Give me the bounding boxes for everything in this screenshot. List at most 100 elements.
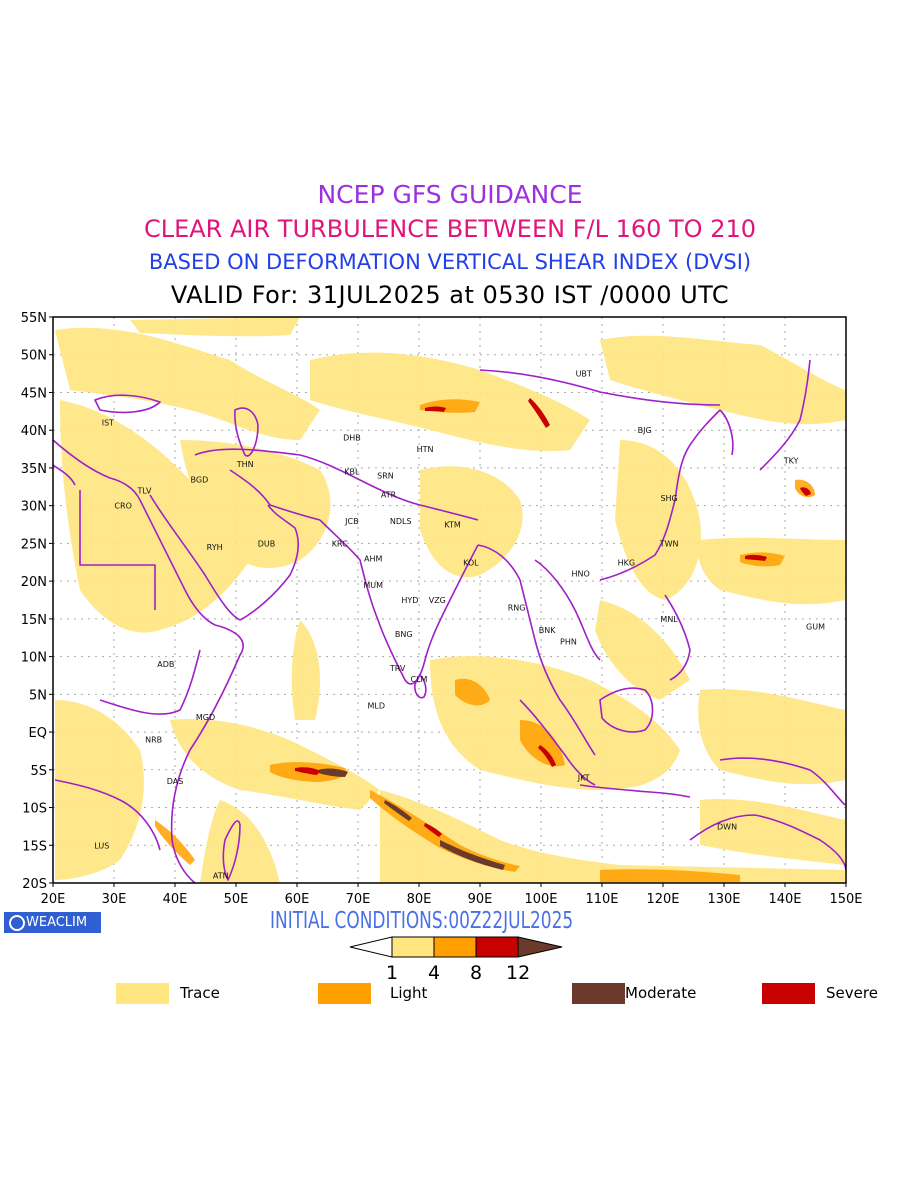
lat-label: 10S xyxy=(22,802,47,817)
station-label-trv: TRV xyxy=(389,664,406,673)
lat-label: 20N xyxy=(21,575,47,590)
colorbar-severe xyxy=(475,936,519,958)
legend-swatch-trace xyxy=(116,983,169,1004)
lat-label: EQ xyxy=(29,726,47,741)
lon-label: 140E xyxy=(768,892,801,907)
station-label-mld: MLD xyxy=(368,702,386,711)
station-label-rng: RNG xyxy=(508,604,526,613)
lat-label: 50N xyxy=(21,349,47,364)
lat-label: 15S xyxy=(22,839,47,854)
lon-label: 100E xyxy=(524,892,557,907)
colorbar xyxy=(349,936,563,958)
station-label-bnk: BNK xyxy=(539,626,556,635)
station-label-dub: DUB xyxy=(258,539,276,548)
station-label-shg: SHG xyxy=(660,494,677,503)
station-label-ubt: UBT xyxy=(576,370,592,379)
lat-label: 5S xyxy=(30,764,47,779)
station-label-hno: HNO xyxy=(572,570,590,579)
legend-label-trace: Trace xyxy=(180,984,220,1002)
lat-label: 45N xyxy=(21,386,47,401)
colorbar-low-arrow xyxy=(349,936,393,958)
colorbar-label-12: 12 xyxy=(506,962,531,984)
station-label-dwn: DWN xyxy=(717,822,737,831)
colorbar-label-4: 4 xyxy=(428,962,441,984)
station-label-tky: TKY xyxy=(783,456,799,465)
legend-label-severe: Severe xyxy=(826,984,878,1002)
logo-text: WEACLIM xyxy=(26,915,88,930)
station-label-ahm: AHM xyxy=(364,554,382,563)
coastlines xyxy=(53,359,846,883)
station-label-das: DAS xyxy=(167,777,184,786)
lon-label: 80E xyxy=(407,892,432,907)
legend-swatch-severe xyxy=(762,983,815,1004)
lat-label: 10N xyxy=(21,651,47,666)
station-label-ktm: KTM xyxy=(444,521,461,530)
station-label-ndls: NDLS xyxy=(390,517,412,526)
legend-label-moderate: Moderate xyxy=(625,984,697,1002)
station-labels: IST TLV CRO BGD THN RYH DUB ADB MGD NRB DAS LUS ATN D… xyxy=(94,370,825,881)
lon-label: 150E xyxy=(829,892,862,907)
station-label-bgd: BGD xyxy=(191,475,209,484)
station-label-jcb: JCB xyxy=(344,517,358,526)
station-label-phn: PHN xyxy=(560,638,577,647)
lat-label: 30N xyxy=(21,500,47,515)
colorbar-label-8: 8 xyxy=(470,962,483,984)
lat-label: 15N xyxy=(21,613,47,628)
station-label-kbl: KBL xyxy=(344,468,360,477)
lat-label: 40N xyxy=(21,424,47,439)
initial-conditions: INITIAL CONDITIONS:00Z22JUL2025 xyxy=(270,908,574,934)
station-label-tlv: TLV xyxy=(137,487,152,496)
lon-label: 110E xyxy=(585,892,618,907)
lat-label: 55N xyxy=(21,311,47,326)
station-label-hkg: HKG xyxy=(618,558,635,567)
colorbar-trace xyxy=(391,936,435,958)
station-label-ryh: RYH xyxy=(207,543,223,552)
legend-label-light: Light xyxy=(390,984,428,1002)
title-model: NCEP GFS GUIDANCE xyxy=(317,180,583,209)
station-label-lus: LUS xyxy=(94,841,109,850)
station-label-atr: ATR xyxy=(381,490,397,499)
latitude-labels: 55N 50N 45N 40N 35N 30N 25N 20N 15N 10N 5N EQ 5S 10S 1… xyxy=(21,311,53,892)
station-label-hyd: HYD xyxy=(401,596,418,605)
station-label-htn: HTN xyxy=(417,445,434,454)
lon-label: 130E xyxy=(707,892,740,907)
colorbar-light xyxy=(433,936,477,958)
station-label-thn: THN xyxy=(236,460,254,469)
logo-circle-icon xyxy=(9,915,25,931)
station-label-kol: KOL xyxy=(463,558,479,567)
title-valid-time: VALID For: 31JUL2025 at 0530 IST /0000 U… xyxy=(170,281,730,309)
lat-label: 5N xyxy=(29,688,47,703)
lon-label: 70E xyxy=(346,892,371,907)
station-label-gum: GUM xyxy=(806,622,825,631)
lon-label: 20E xyxy=(41,892,66,907)
lon-label: 40E xyxy=(163,892,188,907)
station-label-bng: BNG xyxy=(395,630,413,639)
station-label-adb: ADB xyxy=(157,660,174,669)
station-label-clm: CLM xyxy=(411,675,428,684)
lon-label: 50E xyxy=(224,892,249,907)
station-label-mum: MUM xyxy=(363,581,383,590)
lat-label: 35N xyxy=(21,462,47,477)
colorbar-moderate-arrow xyxy=(517,936,563,958)
title-product: CLEAR AIR TURBULENCE BETWEEN F/L 160 TO … xyxy=(143,215,757,243)
map-border xyxy=(52,316,847,884)
station-label-cro: CRO xyxy=(114,502,131,511)
legend-swatch-light xyxy=(318,983,371,1004)
lon-label: 60E xyxy=(285,892,310,907)
station-label-bjg: BJG xyxy=(638,426,652,435)
turbulence-fields xyxy=(55,317,845,883)
station-label-twn: TWN xyxy=(659,539,679,548)
station-label-vzg: VZG xyxy=(429,596,446,605)
station-label-nrb: NRB xyxy=(145,736,162,745)
longitude-labels: 20E 30E 40E 50E 60E 70E 80E 90E 100E 110E 120E 130E… xyxy=(41,883,863,907)
title-method: BASED ON DEFORMATION VERTICAL SHEAR INDE… xyxy=(148,250,752,274)
station-label-mgd: MGD xyxy=(196,713,215,722)
lon-label: 90E xyxy=(468,892,493,907)
station-label-krc: KRC xyxy=(332,539,348,548)
lat-label: 25N xyxy=(21,537,47,552)
lon-label: 30E xyxy=(102,892,127,907)
station-label-atn: ATN xyxy=(213,871,229,880)
station-label-dhb: DHB xyxy=(343,434,361,443)
lon-label: 120E xyxy=(646,892,679,907)
